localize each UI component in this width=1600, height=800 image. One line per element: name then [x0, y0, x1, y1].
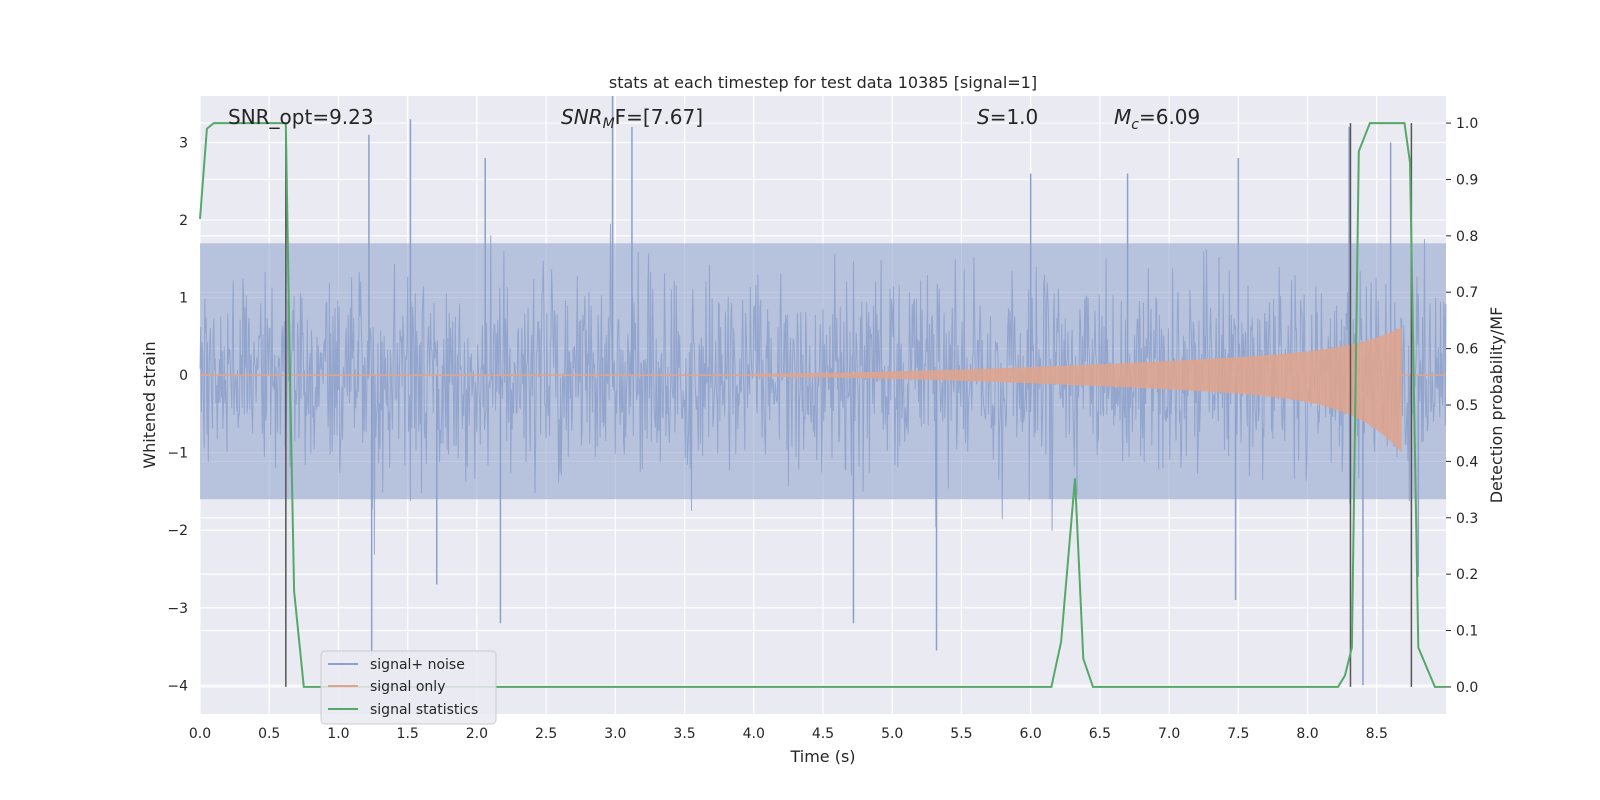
x-tick-label: 5.5: [950, 726, 972, 742]
annotation-mc: Mc=6.09: [1114, 105, 1200, 133]
y-axis-title: Whitened strain: [140, 341, 159, 468]
y-tick-label: 3: [179, 136, 188, 152]
annotation-snr-mf: SNRMF=[7.67]: [561, 105, 703, 132]
y2-tick-label: 0.5: [1456, 398, 1478, 414]
statistics-line: [199, 122, 1446, 688]
legend-label-signal: signal only: [370, 679, 445, 695]
y2-axis-title: Detection probability/MF: [1487, 307, 1506, 504]
annotation-snr-opt: SNR_opt=9.23: [228, 105, 374, 129]
y-tick-label: 2: [179, 213, 188, 229]
statistics-series-layer: [199, 122, 1446, 688]
x-tick-label: 3.5: [673, 726, 695, 742]
y2-tick-label: 1.0: [1456, 116, 1478, 132]
y2-tick-label: 0.4: [1456, 454, 1478, 470]
x-axis-title: Time (s): [789, 747, 855, 766]
x-tick-labels: 0.0 0.5 1.0 1.5 2.0 2.5 3.0 3.5 4.0 4.5 5.0 5.5 6.0 6…: [189, 726, 1388, 742]
y2-tick-label: 0.1: [1456, 624, 1478, 640]
x-tick-label: 1.0: [327, 726, 349, 742]
chart-title: stats at each timestep for test data 103…: [609, 73, 1037, 92]
annotation-s: S=1.0: [977, 105, 1038, 129]
x-tick-label: 0.0: [189, 726, 211, 742]
x-tick-label: 3.0: [604, 726, 626, 742]
x-tick-label: 4.0: [743, 726, 765, 742]
y2-tick-label: 0.6: [1456, 342, 1478, 358]
y-tick-label: −2: [167, 523, 188, 539]
legend-label-noise: signal+ noise: [370, 657, 465, 673]
x-tick-label: 4.5: [812, 726, 834, 742]
x-tick-label: 8.0: [1296, 726, 1318, 742]
y-tick-label: −3: [167, 601, 188, 617]
x-tick-label: 7.5: [1227, 726, 1249, 742]
x-tick-label: 1.5: [397, 726, 419, 742]
legend: signal+ noise signal only signal statist…: [320, 650, 497, 725]
y2-tick-label: 0.3: [1456, 511, 1478, 527]
x-tick-label: 7.0: [1158, 726, 1180, 742]
y2-tick-label: 0.8: [1456, 229, 1478, 245]
y2-tick-label: 0.0: [1456, 680, 1478, 696]
y2-tick-label: 0.7: [1456, 285, 1478, 301]
y-tick-labels: 3 2 1 0 −1 −2 −3 −4: [167, 136, 188, 695]
signal-chirp: [753, 327, 1402, 453]
y2-tick-labels: 1.0 0.9 0.8 0.7 0.6 0.5 0.4 0.3 0.2 0.1 0.0: [1446, 116, 1478, 696]
legend-box: [320, 650, 497, 725]
x-tick-label: 2.0: [466, 726, 488, 742]
x-tick-label: 5.0: [881, 726, 903, 742]
x-tick-label: 8.5: [1366, 726, 1388, 742]
x-tick-label: 6.0: [1020, 726, 1042, 742]
y-tick-label: −1: [167, 446, 188, 462]
x-tick-label: 0.5: [258, 726, 280, 742]
y-tick-label: 1: [179, 291, 188, 307]
y-tick-label: 0: [179, 368, 188, 384]
y2-tick-label: 0.9: [1456, 172, 1478, 188]
chirp-series-layer: [200, 327, 1446, 453]
y2-tick-label: 0.2: [1456, 567, 1478, 583]
x-tick-label: 2.5: [535, 726, 557, 742]
x-tick-label: 6.5: [1089, 726, 1111, 742]
y-tick-label: −4: [167, 678, 188, 694]
legend-label-statistics: signal statistics: [370, 702, 478, 718]
